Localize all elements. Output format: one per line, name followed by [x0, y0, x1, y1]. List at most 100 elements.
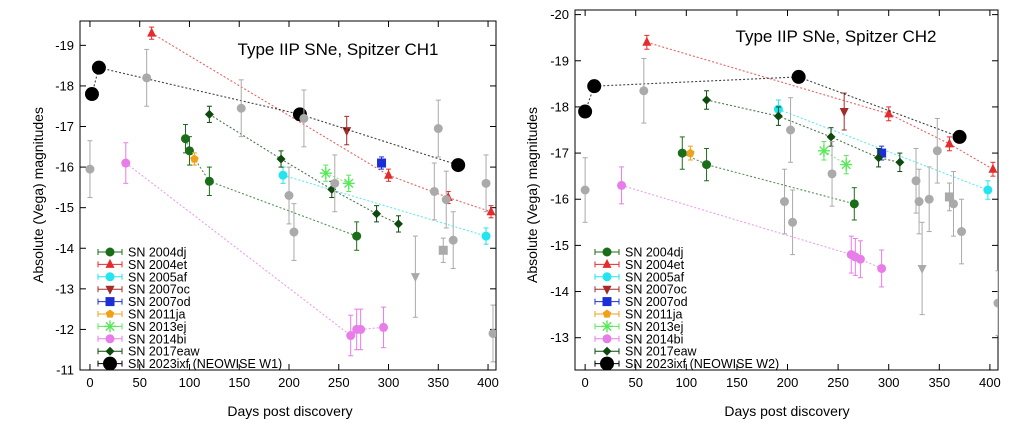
x-tick-label: 0 [86, 375, 93, 390]
data-point [486, 206, 496, 216]
legend-entry-sn-2013ej: SN 2013ej [97, 320, 186, 334]
legend-entry-sn-2004et: SN 2004et [594, 258, 685, 272]
series-unlabelled [580, 57, 998, 336]
data-point [877, 148, 887, 158]
series-sn-2011ja [686, 145, 695, 161]
series-line [151, 32, 492, 213]
x-tick-label: 100 [179, 375, 201, 390]
x-tick-label: 300 [378, 375, 400, 390]
legend-label: SN 2007od [128, 295, 191, 309]
series-unlabelled [85, 48, 496, 363]
legend-marker [602, 297, 612, 307]
legend-marker [602, 309, 612, 318]
data-point [817, 144, 830, 157]
series-line [209, 113, 399, 225]
series-line [91, 67, 459, 166]
series-unlabelled [917, 221, 927, 316]
y-tick-label: -16 [550, 192, 569, 207]
data-point [874, 153, 884, 163]
legend-entry-sn-2007od: SN 2007od [594, 295, 688, 309]
x-axis-label-ch2: Days post discovery [724, 403, 849, 419]
y-tick-label: -13 [550, 330, 569, 345]
data-point [642, 36, 652, 46]
legend-entry-sn-2013ej: SN 2013ej [594, 320, 683, 334]
data-point [944, 138, 954, 148]
legend-marker [602, 285, 612, 295]
data-point [639, 86, 649, 96]
legend-label: SN 2004et [128, 258, 188, 272]
x-tick-label: 0 [582, 375, 589, 390]
data-point [924, 194, 934, 204]
legend-entry-sn-2007od: SN 2007od [97, 295, 191, 309]
legend-label: SN 2013ej [625, 320, 683, 334]
x-tick-label: 350 [427, 375, 449, 390]
data-point [342, 177, 355, 190]
legend-marker [105, 334, 115, 344]
x-tick-label: 250 [827, 375, 849, 390]
y-tick-label: -12 [55, 322, 74, 337]
data-point [429, 186, 439, 196]
legend-label: SN 2011ja [625, 308, 682, 322]
plot-frame [79, 20, 497, 371]
x-tick-label: 300 [878, 375, 900, 390]
legend-entry-sn-2017eaw: SN 2017eaw [594, 345, 698, 359]
data-point [932, 146, 942, 156]
data-point [289, 227, 299, 237]
series-line [325, 172, 349, 184]
x-tick-label: 400 [979, 375, 1001, 390]
series-unlabelled [410, 235, 420, 318]
series-line [706, 99, 900, 163]
series-sn-2011ja [190, 152, 199, 166]
data-point [791, 69, 806, 84]
data-point [448, 235, 458, 245]
legend-entry-sn-2011ja: SN 2011ja [97, 308, 185, 322]
legend-marker [602, 258, 612, 268]
series-line [282, 174, 487, 237]
data-point [184, 146, 194, 156]
x-tick-label: 50 [132, 375, 146, 390]
data-point [438, 245, 448, 255]
data-point [702, 95, 712, 105]
panel-ch1: Type IIP SNe, Spitzer CH1 Days post disc… [30, 20, 499, 419]
x-tick-label: 150 [726, 375, 748, 390]
legend-marker [105, 285, 115, 295]
legend-entry-sn-2004et: SN 2004et [97, 258, 188, 272]
data-point [702, 160, 712, 170]
legend-label: SN 2023ixf (NEOWISE W1) [128, 357, 282, 371]
legend-entry-sn-2023ixf-neowise-w2: SN 2023ixf (NEOWISE W2) [594, 356, 779, 371]
data-point [433, 124, 443, 134]
series-line [125, 162, 384, 337]
series-sn-2007oc [342, 115, 352, 146]
data-point [346, 331, 356, 341]
data-point [993, 298, 998, 308]
data-point [299, 113, 309, 123]
legend-marker [602, 247, 612, 257]
data-point [330, 178, 340, 188]
legend-label: SN 2007oc [128, 283, 190, 297]
data-point [779, 197, 789, 207]
data-point [914, 197, 924, 207]
legend-entry-sn-2007oc: SN 2007oc [97, 283, 190, 297]
series-sn-2004dj [180, 123, 362, 251]
legend-marker [105, 309, 115, 318]
legend-label: SN 2017eaw [128, 345, 201, 359]
data-point [849, 199, 859, 209]
data-point [410, 273, 420, 283]
legend-label: SN 2023ixf (NEOWISE W2) [625, 357, 779, 371]
data-point [84, 87, 99, 102]
data-point [988, 163, 998, 173]
plot-frame [574, 9, 999, 371]
x-tick-label: 150 [228, 375, 250, 390]
panel-ch2: Type IIP SNe, Spitzer CH2 Days post disc… [524, 7, 1001, 419]
legend-marker [602, 346, 612, 356]
series-line [584, 76, 960, 138]
data-point [372, 209, 382, 219]
legend-entry-sn-2005af: SN 2005af [594, 270, 685, 284]
y-tick-label: -15 [550, 238, 569, 253]
legend-entry-sn-2023ixf-neowise-w1: SN 2023ixf (NEOWISE W1) [97, 356, 282, 371]
legend-label: SN 2007od [625, 295, 688, 309]
data-point [204, 176, 214, 186]
series-sn-2013ej [319, 164, 355, 192]
x-tick-label: 400 [477, 375, 499, 390]
data-point [441, 195, 451, 205]
